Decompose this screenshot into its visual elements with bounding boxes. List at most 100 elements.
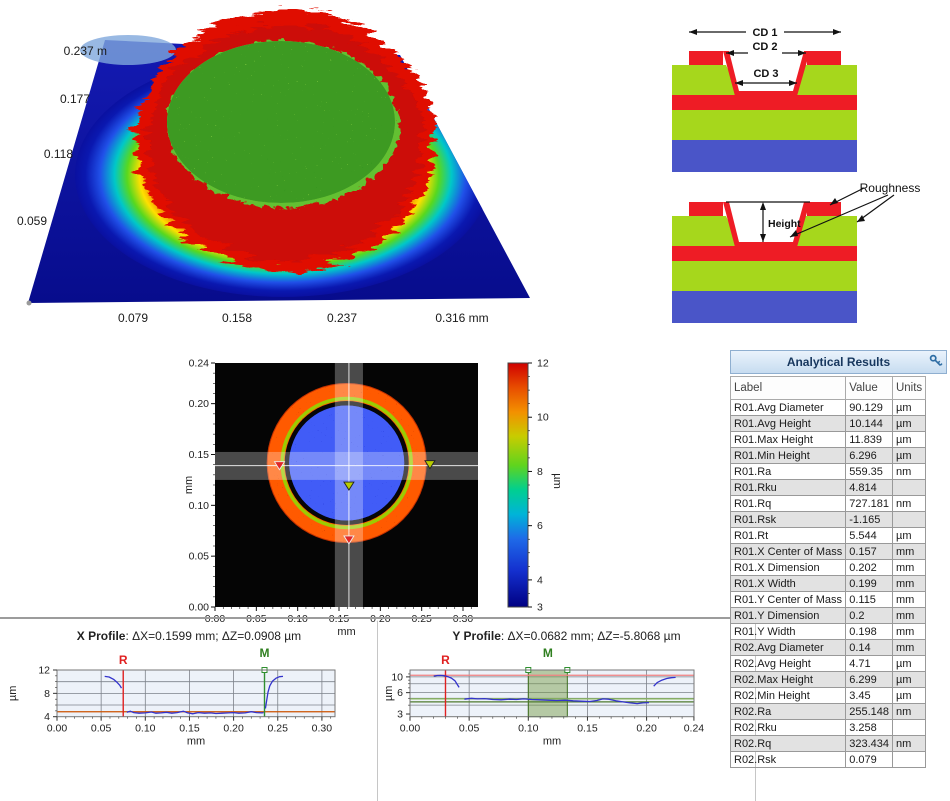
cursor-marker (343, 481, 355, 491)
y-profile-title: Y Profile: ΔX=0.0682 mm; ΔZ=-5.8068 µm (378, 629, 755, 643)
table-row[interactable]: R01.Max Height 11.839 µm (729, 431, 927, 448)
table-row[interactable]: R01.Rq 727.181 nm (729, 495, 927, 512)
y-profile-chart[interactable]: R M 0.00 0.05 0.10 0.15 0.20 0.24 10 6 3 mm µm (378, 620, 755, 760)
x-tick-label: 0.15 (329, 613, 350, 625)
green-upper-left (672, 216, 740, 246)
x-profile-title-values: : ΔX=0.1599 mm; ΔZ=0.0908 µm (125, 629, 302, 643)
topview-heatmap[interactable]: 0.00 0.05 0.10 0.15 0.20 0.25 0.30 0.00 0.05 0.10… (180, 355, 575, 640)
results-panel-header[interactable]: Analytical Results (730, 350, 947, 374)
r-cursor-label: R (119, 653, 128, 667)
y-tick-label: 0.10 (189, 500, 210, 512)
table-row[interactable]: R01.Y Width 0.198 mm (729, 623, 927, 640)
axis-ticks (53, 669, 332, 721)
z-axis-label-4: 0.059 (16, 214, 47, 228)
table-row[interactable]: R01.Rku 4.814 (729, 479, 927, 496)
table-row[interactable]: R02.Rsk 0.079 (729, 751, 927, 768)
table-cell: 323.434 (845, 735, 893, 752)
table-row[interactable]: R01.X Width 0.199 mm (729, 575, 927, 592)
column-label[interactable]: Label (729, 376, 847, 400)
table-cell: R02.Min Height (729, 687, 847, 704)
table-cell: 5.544 (845, 527, 893, 544)
y-tick-label: 12 (38, 665, 50, 677)
profile-line (126, 710, 264, 715)
table-cell: R01.Avg Height (729, 415, 847, 432)
table-row[interactable]: R01.Avg Diameter 90.129 µm (729, 399, 927, 416)
key-icon[interactable] (929, 354, 943, 369)
x-tick-label: 0.24 (684, 723, 705, 735)
green-upper-right (789, 65, 857, 95)
y-tick-label: 0.05 (189, 551, 210, 563)
table-cell: mm (891, 623, 927, 640)
x-tick-label: 0.25 (268, 723, 289, 735)
table-cell: R02.Rku (729, 719, 847, 736)
m-region (527, 669, 568, 718)
table-cell: 3.45 (845, 687, 893, 704)
table-cell: 0.079 (845, 751, 893, 768)
table-cell: nm (891, 495, 927, 512)
table-cell: mm (891, 639, 927, 656)
table-cell: R01.Y Center of Mass (729, 591, 847, 608)
table-cell: mm (891, 575, 927, 592)
results-table[interactable]: Label Value Units R01.Avg Diameter 90.129… (729, 376, 927, 768)
table-row[interactable]: R02.Avg Diameter 0.14 mm (729, 639, 927, 656)
table-cell: µm (891, 527, 927, 544)
table-row[interactable]: R01.Avg Height 10.144 µm (729, 415, 927, 432)
column-value[interactable]: Value (845, 376, 893, 400)
table-row[interactable]: R01.X Center of Mass 0.157 mm (729, 543, 927, 560)
table-row[interactable]: R01.Y Center of Mass 0.115 mm (729, 591, 927, 608)
table-cell: 0.202 (845, 559, 893, 576)
y-tick-label: 10 (391, 671, 403, 683)
y-axis-unit-label: µm (7, 686, 19, 702)
axis-ticks (211, 362, 472, 611)
table-cell: R02.Max Height (729, 671, 847, 688)
surface-3d-plot[interactable] (0, 0, 660, 345)
profile-divider (377, 621, 378, 801)
roughness-arrows (789, 187, 895, 238)
surface-3d-panel: 0.237 m 0.177 0.118 0.059 0.079 0.158 0.… (0, 0, 660, 345)
crater-opening (729, 202, 804, 242)
table-cell: 3.258 (845, 719, 893, 736)
table-row[interactable]: R01.Rsk -1.165 (729, 511, 927, 528)
layer-stack (672, 51, 857, 172)
column-units[interactable]: Units (891, 376, 927, 400)
x-axis-label-3: 0.237 (326, 311, 358, 325)
table-row[interactable]: R01.Rt 5.544 µm (729, 527, 927, 544)
x-tick-label: 0.20 (223, 723, 244, 735)
y-tick-label: 0.20 (189, 398, 210, 410)
table-row[interactable]: R01.Y Dimension 0.2 mm (729, 607, 927, 624)
table-cell (891, 479, 927, 496)
x-tick-label: 0.05 (246, 613, 267, 625)
plane-corner-dot (26, 300, 32, 306)
z-axis-label-2: 0.177 (59, 92, 90, 106)
colorbar-unit-label: µm (551, 473, 563, 489)
green-mid-layer (672, 261, 857, 291)
x-profile-title: X Profile: ΔX=0.1599 mm; ΔZ=0.0908 µm (0, 629, 378, 643)
x-axis-unit-label: mm (543, 736, 561, 748)
colorbar (507, 362, 529, 608)
table-row[interactable]: R01.Ra 559.35 nm (729, 463, 927, 480)
profile-line (433, 674, 460, 688)
x-tick-label: 0.15 (577, 723, 598, 735)
table-cell: R01.Avg Diameter (729, 399, 847, 416)
table-row[interactable]: R01.X Dimension 0.202 mm (729, 559, 927, 576)
red-rim-right (807, 51, 841, 65)
m-cursor-label: M (543, 646, 553, 660)
x-profile-chart[interactable]: R M 0.00 0.05 0.10 0.15 0.20 0.25 0.30 12 8 4 mm µm (0, 620, 378, 760)
table-cell: R01.Y Width (729, 623, 847, 640)
table-cell: 6.299 (845, 671, 893, 688)
table-cell: R01.Rq (729, 495, 847, 512)
table-cell: 4.71 (845, 655, 893, 672)
y-tick-label: 4 (44, 711, 50, 723)
table-row[interactable]: R02.Rq 323.434 nm (729, 735, 927, 752)
table-cell: 255.148 (845, 703, 893, 720)
profile-line (653, 676, 676, 687)
red-rim-right (807, 202, 841, 216)
table-row[interactable]: R02.Rku 3.258 (729, 719, 927, 736)
table-row[interactable]: R02.Max Height 6.299 µm (729, 671, 927, 688)
blue-substrate-layer (672, 291, 857, 323)
table-row[interactable]: R01.Min Height 6.296 µm (729, 447, 927, 464)
cd-schematic-diagram: CD 1 CD 2 CD 3 (672, 27, 857, 172)
table-row[interactable]: R02.Min Height 3.45 µm (729, 687, 927, 704)
table-row[interactable]: R02.Ra 255.148 nm (729, 703, 927, 720)
table-row[interactable]: R02.Avg Height 4.71 µm (729, 655, 927, 672)
